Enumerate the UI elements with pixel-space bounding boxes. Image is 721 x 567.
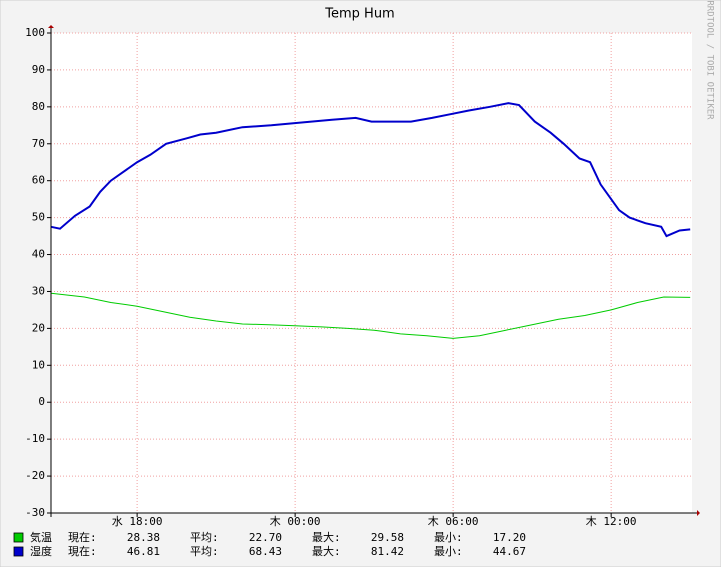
stat-value: 68.43 (249, 545, 282, 558)
stat-value: 46.81 (127, 545, 160, 558)
stat-label: 現在: (68, 531, 97, 544)
y-tick-label: -10 (25, 432, 45, 445)
legend-label: 湿度 (30, 544, 52, 558)
stat-label: 現在: (68, 545, 97, 558)
y-tick-label: 70 (32, 137, 45, 150)
x-tick-label: 水 18:00 (112, 515, 163, 528)
y-tick-label: -30 (25, 506, 45, 519)
stat-value: 17.20 (493, 531, 526, 544)
legend-swatch (13, 546, 24, 557)
stat-value: 22.70 (249, 531, 282, 544)
stat-label: 最小: (434, 531, 463, 544)
legend-swatch (13, 532, 24, 543)
y-tick-label: 30 (32, 284, 45, 297)
plot-area (51, 33, 692, 513)
stat-label: 最小: (434, 545, 463, 558)
chart-title: Temp Hum (324, 7, 394, 22)
stat-label: 最大: (312, 544, 341, 558)
series-line (50, 292, 691, 339)
stat-label: 平均: (190, 531, 219, 544)
y-tick-label: 80 (32, 100, 45, 113)
stat-value: 29.58 (371, 531, 404, 544)
lines (50, 102, 691, 339)
x-tick-label: 木 00:00 (270, 515, 321, 528)
legend-label: 気温 (30, 530, 52, 544)
stat-label: 最大: (312, 530, 341, 544)
x-tick-label: 木 06:00 (428, 515, 479, 528)
stat-value: 81.42 (371, 545, 404, 558)
x-arrow (697, 510, 700, 516)
stat-value: 44.67 (493, 545, 526, 558)
x-tick-label: 木 12:00 (586, 515, 637, 528)
y-tick-label: 0 (38, 395, 45, 408)
y-tick-label: 20 (32, 321, 45, 334)
y-tick-label: 40 (32, 248, 45, 261)
grid (51, 32, 692, 514)
stat-value: 28.38 (127, 531, 160, 544)
y-tick-label: 60 (32, 174, 45, 187)
watermark: RRDTOOL / TOBI OETIKER (705, 0, 715, 120)
stat-label: 平均: (190, 545, 219, 558)
y-tick-label: 100 (25, 26, 45, 39)
y-tick-label: -20 (25, 469, 45, 482)
y-arrow (48, 25, 54, 28)
y-tick-label: 10 (32, 358, 45, 371)
y-tick-label: 90 (32, 63, 45, 76)
y-tick-label: 50 (32, 211, 45, 224)
series-line (50, 102, 691, 238)
